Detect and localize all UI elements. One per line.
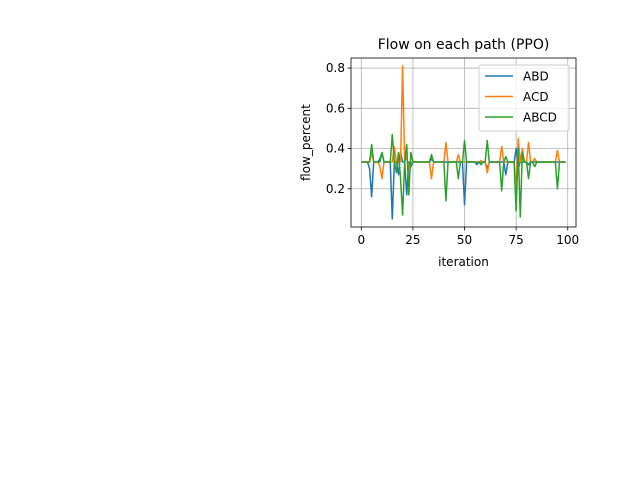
x-tick-label: 100 — [556, 233, 579, 247]
legend-box — [478, 64, 570, 132]
x-tick-label: 50 — [457, 233, 472, 247]
y-axis-label: flow_percent — [299, 104, 313, 181]
series-layer — [361, 65, 566, 220]
y-tick-label: 0.2 — [326, 182, 345, 196]
series-line-abcd — [361, 133, 566, 218]
y-tick-label: 0.4 — [326, 142, 345, 156]
x-tick-label: 0 — [358, 233, 366, 247]
y-tick-label: 0.6 — [326, 101, 345, 115]
y-axis: 0.2 0.4 0.6 0.8 — [326, 61, 351, 196]
legend-label-abd: ABD — [523, 70, 549, 84]
x-tick-label: 75 — [508, 233, 523, 247]
legend: ABD ACD ABCD — [478, 64, 570, 132]
x-axis-label: iteration — [438, 255, 489, 269]
y-tick-label: 0.8 — [326, 61, 345, 75]
legend-label-acd: ACD — [523, 90, 549, 104]
plot-frame — [350, 57, 577, 228]
legend-label-abcd: ABCD — [523, 111, 557, 125]
chart-title: Flow on each path (PPO) — [378, 37, 550, 53]
x-axis: 0 25 50 75 100 — [358, 227, 579, 247]
x-tick-label: 25 — [405, 233, 420, 247]
